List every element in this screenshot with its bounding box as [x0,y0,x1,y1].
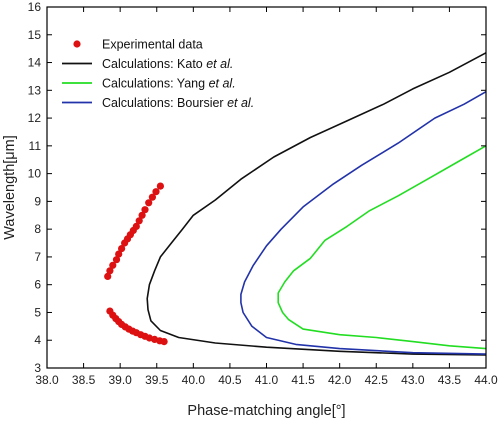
y-tick-label: 8 [34,222,41,236]
series-line-calculations-boursier-et-al [240,91,487,355]
data-point [138,211,146,219]
y-tick-label: 13 [28,83,42,97]
y-tick-label: 11 [29,139,42,153]
y-tick-label: 14 [28,56,42,70]
legend-label-italic: et al. [227,96,254,110]
series-line-calculations-yang-et-al [277,145,487,350]
legend: Experimental data Calculations: Kato et a… [62,38,254,110]
x-tick-label: 41.5 [291,373,315,387]
plot-area [104,52,487,356]
x-tick-label: 44.0 [474,373,498,387]
y-tick-label: 16 [28,0,42,14]
y-tick-label: 9 [34,194,41,208]
legend-label: Calculations: Kato et al. [102,57,233,71]
axis-ticks: 38.0 38.5 39.0 39.5 40.0 40.5 41.0 41.5 42.0 42.5… [28,0,498,387]
x-tick-label: 38.5 [72,373,96,387]
x-tick-label: 43.5 [438,373,462,387]
data-point [141,206,149,214]
x-tick-label: 41.0 [255,373,279,387]
x-tick-label: 38.0 [35,373,59,387]
y-axis-title: Wavelength[μm] [2,135,18,240]
data-point [145,199,153,207]
data-point [148,193,156,201]
legend-label: Calculations: Yang et al. [102,77,236,91]
data-point [109,261,117,269]
x-tick-label: 40.5 [218,373,242,387]
x-tick-label: 39.0 [108,373,132,387]
x-tick-label: 42.5 [365,373,389,387]
y-tick-label: 6 [34,278,41,292]
data-point [156,182,164,190]
x-tick-label: 42.0 [328,373,352,387]
legend-swatch-marker [73,40,81,48]
data-point [112,256,121,264]
y-tick-label: 12 [28,111,42,125]
legend-label-italic: et al. [209,77,236,91]
y-tick-label: 10 [28,167,42,181]
y-tick-label: 3 [34,361,41,375]
data-point [115,250,123,258]
data-point [106,267,114,275]
x-tick-label: 40.0 [182,373,206,387]
y-tick-label: 15 [28,28,42,42]
data-point [160,338,168,346]
data-point [104,272,112,280]
y-tick-label: 7 [34,250,41,264]
legend-label: Experimental data [102,38,203,52]
x-tick-label: 39.5 [145,373,169,387]
x-tick-label: 43.0 [401,373,425,387]
y-tick-label: 4 [34,333,41,347]
series-line-calculations-kato-et-al [146,52,487,356]
data-point [118,245,126,253]
x-axis-title: Phase-matching angle[°] [187,403,345,419]
y-tick-label: 5 [34,305,41,319]
legend-label-italic: et al. [206,57,233,71]
data-point [152,188,160,196]
legend-label: Calculations: Boursier et al. [102,96,254,110]
data-point [135,217,143,225]
data-point [132,222,140,230]
